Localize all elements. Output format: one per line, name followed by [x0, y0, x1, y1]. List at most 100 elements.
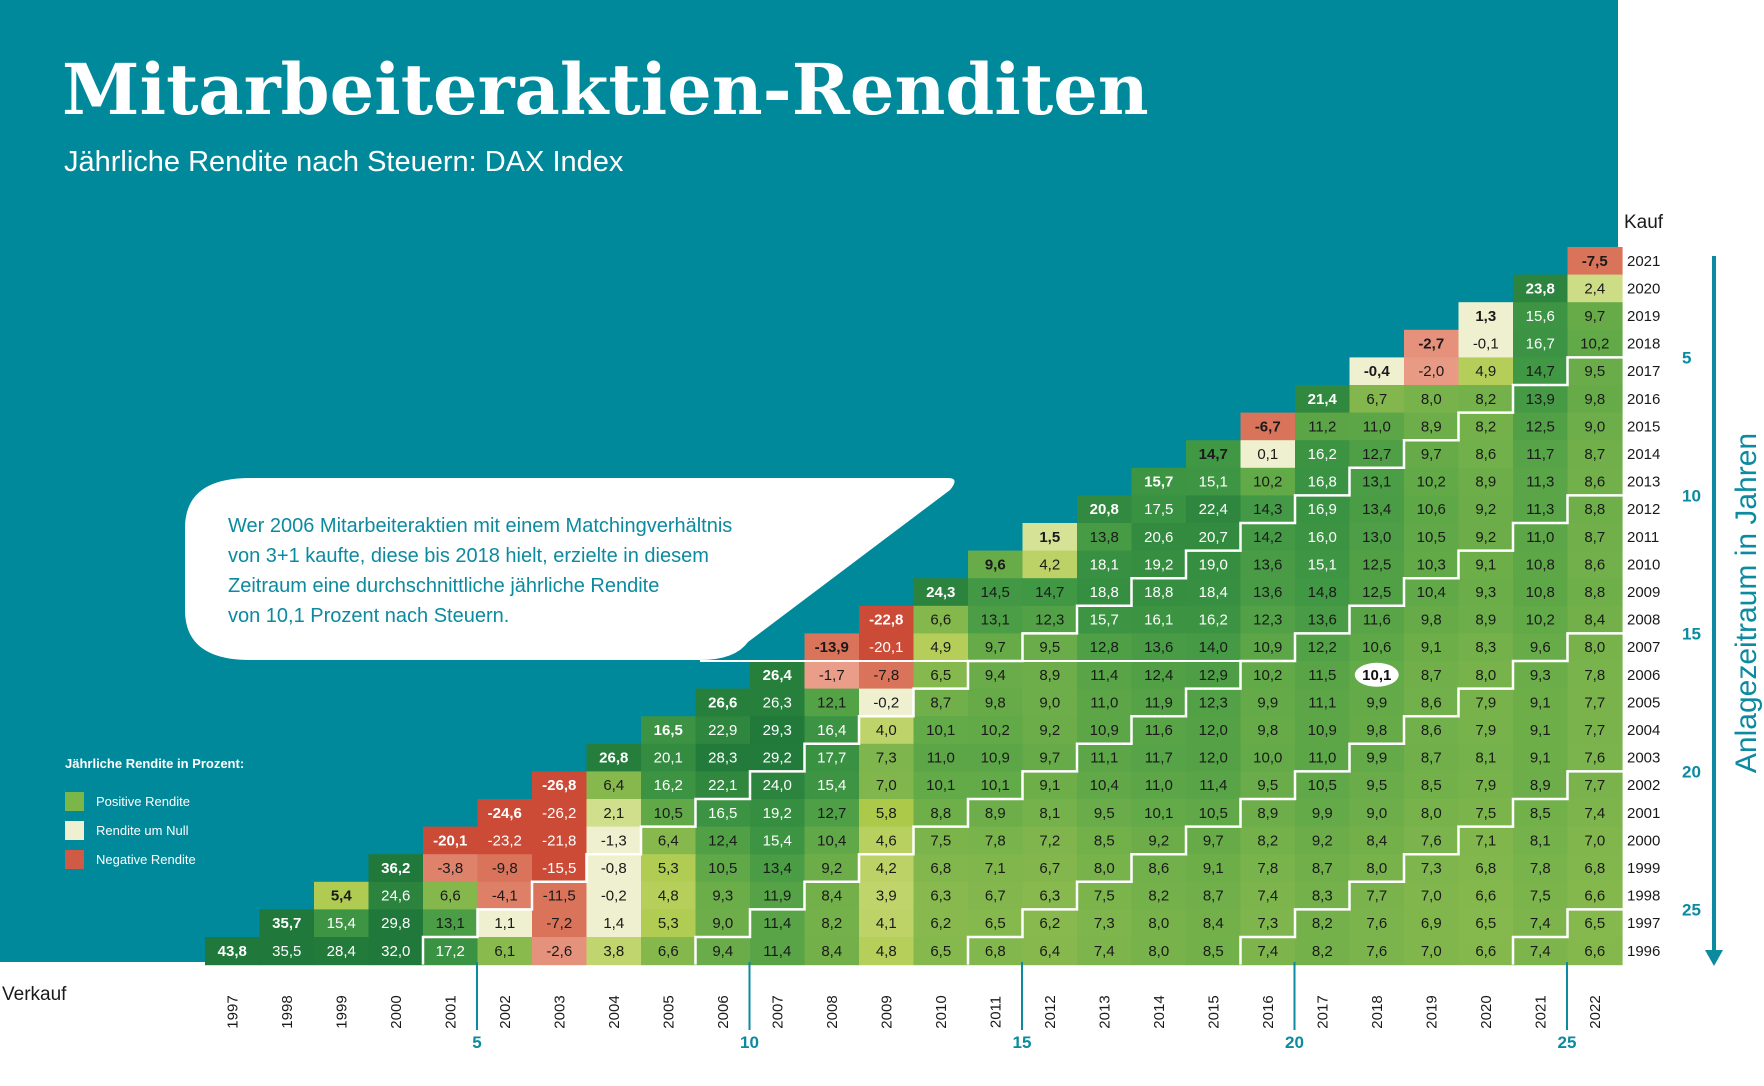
cell-value: -13,9 [815, 639, 849, 656]
buy-year-label: 2000 [1627, 832, 1660, 849]
heatmap-cell [750, 826, 806, 855]
heatmap-cell [1567, 440, 1623, 469]
heatmap-cell [1349, 440, 1405, 469]
heatmap-cell [750, 799, 806, 828]
cell-value: 8,6 [1475, 446, 1496, 463]
cell-value: 10,1 [1144, 805, 1173, 822]
cell-value: 8,9 [1421, 418, 1442, 435]
heatmap-cell [1513, 357, 1569, 386]
heatmap-cell [532, 771, 588, 800]
heatmap-cell [586, 771, 642, 800]
cell-value: 7,3 [1257, 915, 1278, 932]
cell-value: 35,7 [272, 915, 301, 932]
heatmap-cell [1240, 854, 1296, 883]
heatmap-cell [1458, 605, 1514, 634]
cell-value: 11,7 [1526, 446, 1554, 463]
cell-value: 10,9 [1253, 639, 1282, 656]
heatmap-cell [477, 937, 533, 966]
heatmap-cell [1240, 633, 1296, 662]
cell-value: 8,2 [1257, 832, 1278, 849]
heatmap-cell [1131, 854, 1187, 883]
heatmap-cell [586, 826, 642, 855]
heatmap-cell [1458, 302, 1514, 331]
heatmap-cell [1295, 716, 1351, 745]
cell-value: 11,0 [1526, 529, 1554, 546]
heatmap-cell [1077, 605, 1133, 634]
cell-value: 9,5 [1366, 777, 1387, 794]
cell-value: 5,3 [658, 860, 679, 877]
cell-value: 11,4 [1090, 667, 1118, 684]
cell-value: 10,8 [1526, 556, 1555, 573]
heatmap-cell [1295, 799, 1351, 828]
cell-value: 11,4 [1199, 777, 1227, 794]
heatmap-cell [1404, 495, 1460, 524]
cell-value: 9,2 [1475, 501, 1496, 518]
cell-value: 16,2 [1199, 612, 1228, 629]
cell-value: 8,7 [1312, 860, 1333, 877]
cell-value: 8,9 [1530, 777, 1551, 794]
heatmap-cell [1186, 578, 1242, 607]
heatmap-cell [532, 854, 588, 883]
heatmap-cell [1131, 743, 1187, 772]
heatmap-cell [1349, 688, 1405, 717]
cell-value: 14,7 [1199, 446, 1228, 463]
cell-value: 12,2 [1308, 639, 1337, 656]
cell-value: 16,0 [1308, 529, 1337, 546]
cell-value: 8,4 [1584, 612, 1605, 629]
heatmap-cell [1131, 661, 1187, 690]
cell-value: 6,6 [658, 943, 679, 960]
heatmap-cell [1186, 937, 1242, 966]
heatmap-cell [1131, 881, 1187, 910]
buy-year-label: 2019 [1627, 308, 1660, 325]
heatmap-cell [968, 688, 1024, 717]
cell-value: 6,8 [1584, 860, 1605, 877]
heatmap-cell [1458, 385, 1514, 414]
period-tick-side: 5 [1682, 348, 1691, 367]
heatmap-cell [477, 826, 533, 855]
staircase-line [421, 356, 1648, 965]
heatmap-cell [859, 937, 915, 966]
heatmap-cell [1186, 661, 1242, 690]
heatmap-cell [913, 771, 969, 800]
heatmap-cell [804, 661, 860, 690]
heatmap-cell [1458, 329, 1514, 358]
heatmap-cell [750, 743, 806, 772]
cell-value: 12,5 [1362, 584, 1391, 601]
cell-value: 9,6 [1530, 639, 1551, 656]
cell-value: 12,5 [1526, 418, 1555, 435]
cell-value: 9,7 [1203, 832, 1224, 849]
heatmap-cell [1567, 716, 1623, 745]
heatmap-cell [750, 688, 806, 717]
cell-value: 6,7 [1039, 860, 1060, 877]
cell-value: 8,0 [1421, 391, 1442, 408]
cell-value: 10,2 [1526, 612, 1555, 629]
heatmap-cell [968, 881, 1024, 910]
heatmap-cell [1349, 550, 1405, 579]
heatmap-cell [1240, 523, 1296, 552]
cell-value: 9,0 [1039, 694, 1060, 711]
cell-value: 8,7 [1421, 667, 1442, 684]
buy-year-label: 1999 [1627, 860, 1660, 877]
heatmap-cell [1404, 357, 1460, 386]
buy-year-label: 2001 [1627, 805, 1660, 822]
cell-value: 6,4 [1039, 943, 1060, 960]
kauf-axis-label: Kauf [1624, 212, 1664, 233]
heatmap-cell [423, 909, 479, 938]
heatmap-cell [1404, 909, 1460, 938]
staircase-line [1511, 908, 1648, 965]
cell-value: 26,8 [599, 750, 628, 767]
cell-value: 8,8 [1584, 584, 1605, 601]
cell-value: 9,1 [1530, 750, 1551, 767]
sell-year-label: 1997 [224, 995, 241, 1028]
cell-value: 8,0 [1421, 805, 1442, 822]
cell-value: 7,4 [1584, 805, 1605, 822]
heatmap-cell [1513, 495, 1569, 524]
cell-value: -24,6 [488, 805, 522, 822]
cell-value: 7,5 [1475, 805, 1496, 822]
heatmap-cell [913, 854, 969, 883]
heatmap-cell [1567, 605, 1623, 634]
cell-value: 8,5 [1530, 805, 1551, 822]
cell-value: 10,5 [654, 805, 683, 822]
heatmap-cell [1513, 937, 1569, 966]
sell-year-label: 2007 [769, 995, 786, 1028]
